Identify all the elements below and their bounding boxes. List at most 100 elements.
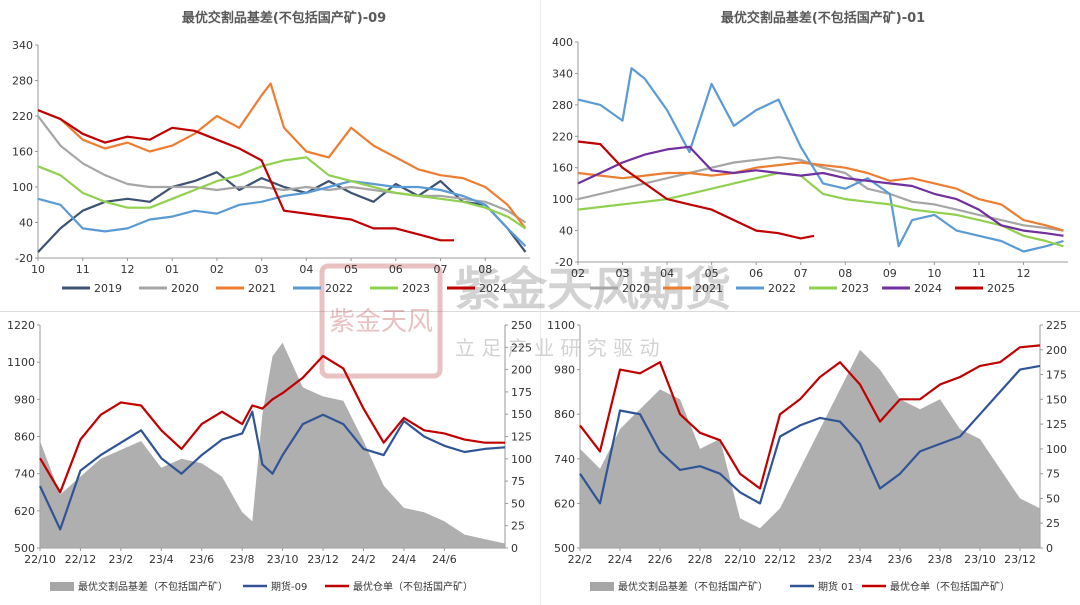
legend-label: 最优仓单（不包括国产矿） [353,580,473,593]
chart-c01: 最优交割品基差(不包括国产矿)-01 -20 40 100 160 220 280 340 40… [552,10,1068,295]
x-tick-label: 04 [299,263,313,276]
x-tick-label: 22/10 [724,553,756,566]
x-tick-label: 22/8 [688,553,713,566]
y-right-tick-label: 175 [511,386,532,399]
x-tick-label: 23/4 [149,553,174,566]
y-right-tick-label: 75 [511,475,525,488]
watermark-slogan: 立 足 产 业 研 究 驱 动 [455,336,660,360]
series-line-1 [577,161,1064,232]
x-tick-label: 04 [660,267,674,280]
legend-label: 期货-09 [271,580,307,593]
legend-label: 最优仓单（不包括国产矿） [890,580,1010,593]
y-tick-label: 40 [559,225,573,238]
x-tick-label: 06 [749,267,763,280]
series-line-2 [577,67,1064,253]
x-tick-label: 06 [389,263,403,276]
legend-label: 2024 [479,282,507,295]
x-tick-label: 10 [31,263,45,276]
y-right-tick-label: 0 [511,542,518,555]
y-right-tick-label: 100 [1046,443,1067,456]
series-line-0 [37,171,527,253]
y-right-tick-label: 150 [511,408,532,421]
x-tick-label: 22/12 [65,553,97,566]
x-tick-label: 09 [883,267,897,280]
x-tick-label: 07 [434,263,448,276]
x-tick-label: 23/6 [888,553,913,566]
series-line-3 [577,171,1064,248]
series-line-2 [39,354,505,494]
y-tick-label: 100 [12,181,33,194]
legend-label: 2025 [987,282,1015,295]
series-line-5 [37,109,454,242]
y-right-tick-label: 200 [1046,344,1067,357]
series-line-2 [37,82,527,230]
y-tick-label: 980 [14,393,35,406]
chart-c3: 500 620 740 860 980 1100 1220 0 25 50 75 100 125 150 1… [7,319,532,593]
y-right-tick-label: 125 [511,431,532,444]
legend-label: 2022 [768,282,796,295]
legend-swatch [590,582,614,591]
series-line-1 [39,410,506,531]
series-line-1 [579,364,1041,505]
y-right-tick-label: 150 [1046,393,1067,406]
x-tick-label: 23/2 [808,553,833,566]
y-tick-label: 620 [14,505,35,518]
y-tick-label: 400 [552,36,573,49]
x-tick-label: 22/2 [568,553,593,566]
x-tick-label: 24/4 [392,553,417,566]
x-tick-label: 05 [344,263,358,276]
x-tick-label: 08 [478,263,492,276]
x-tick-label: 23/4 [848,553,873,566]
y-right-tick-label: 50 [1046,492,1060,505]
vertical-divider [540,0,541,605]
x-tick-label: 23/10 [964,553,996,566]
series-line-1 [37,115,527,224]
y-tick-label: 860 [554,408,575,421]
y-tick-label: 340 [552,67,573,80]
x-tick-label: 12 [120,263,134,276]
x-tick-label: 22/12 [764,553,796,566]
y-right-tick-label: 250 [511,319,532,332]
y-tick-label: 160 [12,146,33,159]
y-right-tick-label: 50 [511,497,525,510]
y-tick-label: 1100 [547,319,575,332]
x-tick-label: 08 [838,267,852,280]
y-tick-label: 40 [19,217,33,230]
y-tick-label: -20 [555,256,573,269]
y-tick-label: 740 [554,453,575,466]
series-line-0 [577,156,1064,232]
series-line-3 [37,180,527,247]
legend-label: 最优交割品基差（不包括国产矿） [78,580,228,593]
y-right-tick-label: 175 [1046,369,1067,382]
chart-c4: 500 620 740 860 980 1100 0 25 50 75 100 125 150 175 20… [547,319,1067,593]
x-tick-label: 01 [165,263,179,276]
y-tick-label: 100 [552,193,573,206]
series-line-5 [577,140,815,240]
y-right-tick-label: 125 [1046,418,1067,431]
legend-swatch [50,582,74,591]
x-tick-label: 22/10 [24,553,56,566]
legend-label: 2023 [841,282,869,295]
y-right-tick-label: 25 [511,520,525,533]
y-tick-label: 220 [552,130,573,143]
charts-layer: 最优交割品基差(不包括国产矿)-09-204010016022028034010… [7,10,1068,593]
x-tick-label: 05 [705,267,719,280]
y-right-tick-label: 200 [511,364,532,377]
y-right-tick-label: 100 [511,453,532,466]
x-tick-label: 02 [571,267,585,280]
y-tick-label: 1220 [7,319,35,332]
y-tick-label: 160 [552,162,573,175]
legend-label: 期货 01 [818,580,854,593]
y-right-tick-label: 225 [1046,319,1067,332]
x-tick-label: 24/2 [351,553,376,566]
y-tick-label: 280 [552,99,573,112]
y-tick-label: 500 [554,542,575,555]
y-tick-label: 620 [554,497,575,510]
y-tick-label: 740 [14,468,35,481]
watermark-seal [319,263,443,379]
x-tick-label: 23/8 [230,553,255,566]
series-line-4 [37,156,527,230]
x-tick-label: 22/4 [608,553,633,566]
legend-label: 2022 [325,282,353,295]
